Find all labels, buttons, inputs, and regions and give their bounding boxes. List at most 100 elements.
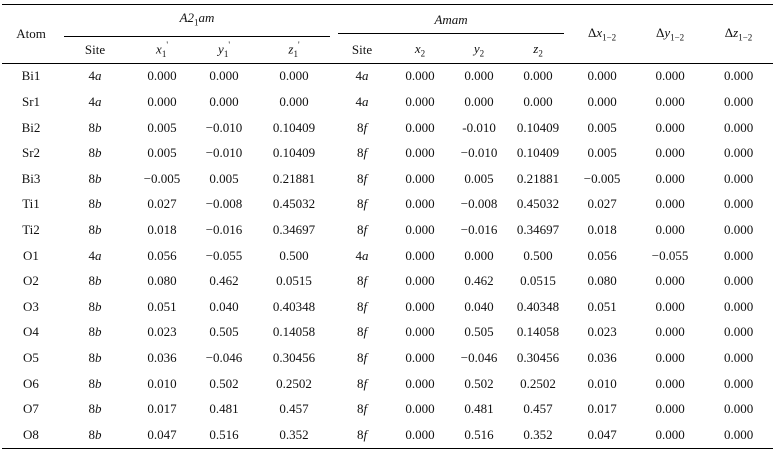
- cell-text: −0.046: [205, 349, 243, 365]
- col-header-y1: y1': [194, 36, 254, 64]
- cell-text: 0.502: [209, 375, 239, 391]
- cell-text: 8: [88, 349, 96, 365]
- cell-dy: 0.000: [636, 320, 704, 346]
- cell-site1: 8b: [60, 115, 130, 141]
- cell-y2: 0.040: [450, 294, 508, 320]
- table-row: O4 8b 0.023 0.505 0.14058 8f 0.000 0.505 0.14058…: [2, 320, 773, 346]
- col-header-dz: Δz1−2: [704, 4, 774, 64]
- cell-text: b: [95, 196, 102, 212]
- cell-z2: 0.457: [508, 396, 568, 422]
- cell-text: O5: [23, 349, 39, 365]
- cell-text: 0.40348: [516, 298, 560, 314]
- cell-dy: 0.000: [636, 140, 704, 166]
- cell-dx: 0.005: [568, 115, 636, 141]
- cell-dx: 0.010: [568, 371, 636, 397]
- cell-text: b: [95, 221, 102, 237]
- cell-x2: 0.000: [390, 63, 450, 89]
- cell-text: 0.2502: [520, 375, 556, 391]
- cell-text: -0.010: [462, 119, 496, 135]
- table-row: Bi1 4a 0.000 0.000 0.000 4a 0.000 0.000 0.000 0.0…: [2, 63, 773, 89]
- cell-text: 0.000: [405, 426, 435, 442]
- cell-text: 0.023: [587, 324, 617, 340]
- cell-text: 8: [88, 145, 96, 161]
- cell-x1: 0.036: [130, 345, 194, 371]
- cell-text: a: [362, 247, 369, 263]
- cell-x1: 0.018: [130, 217, 194, 243]
- cell-text: a: [95, 68, 102, 84]
- cell-dz: 0.000: [704, 345, 773, 371]
- cell-text: 8: [356, 298, 364, 314]
- cell-text: −0.046: [460, 349, 498, 365]
- col-header-z2: z2: [508, 36, 569, 64]
- cell-text: 0.462: [209, 273, 239, 289]
- col-header-site1: Site: [60, 36, 130, 64]
- cell-text: 0.000: [723, 426, 754, 442]
- cell-text: a: [95, 93, 102, 109]
- cell-x1: 0.017: [130, 396, 194, 422]
- cell-dx: 0.023: [568, 320, 636, 346]
- cell-y1: 0.502: [194, 371, 254, 397]
- cell-text: b: [95, 349, 102, 365]
- cell-y2: −0.008: [450, 192, 508, 218]
- cell-text: 4: [88, 68, 96, 84]
- cell-z1: 0.000: [254, 89, 334, 115]
- cell-text: 0.047: [147, 426, 177, 442]
- cell-y1: 0.000: [194, 89, 254, 115]
- cell-text: 0.000: [655, 375, 685, 391]
- cell-text: f: [363, 324, 368, 340]
- col-header-z1: z1': [254, 36, 335, 64]
- cell-x1: 0.080: [130, 268, 194, 294]
- cell-text: 0.500: [279, 247, 309, 263]
- cell-dx: 0.017: [568, 396, 636, 422]
- cell-y2: 0.000: [450, 89, 508, 115]
- cell-dz: 0.000: [704, 192, 773, 218]
- cell-text: 0.000: [723, 401, 754, 417]
- cell-text: 0.000: [723, 196, 754, 212]
- cell-dy: 0.000: [636, 268, 704, 294]
- cell-dx: 0.027: [568, 192, 636, 218]
- cell-z1: 0.21881: [254, 166, 334, 192]
- cell-text: 0.000: [655, 349, 685, 365]
- cell-atom: Sr2: [2, 140, 60, 166]
- cell-dz: 0.000: [704, 371, 773, 397]
- cell-text: 0.005: [464, 170, 494, 186]
- cell-atom: Bi1: [2, 63, 60, 89]
- cell-x1: −0.005: [130, 166, 194, 192]
- cell-dy: 0.000: [636, 294, 704, 320]
- cell-atom: O1: [2, 243, 60, 269]
- cell-text: 0.036: [587, 349, 617, 365]
- cell-dx: 0.000: [568, 63, 636, 89]
- cell-text: 0.000: [655, 324, 685, 340]
- cell-text: 0.000: [655, 93, 685, 109]
- cell-y1: −0.016: [194, 217, 254, 243]
- cell-text: 0.000: [464, 93, 494, 109]
- cell-text: 0.000: [405, 145, 435, 161]
- cell-text: 0.000: [655, 119, 685, 135]
- cell-text: 0.502: [464, 375, 494, 391]
- cell-site2: 8f: [334, 268, 390, 294]
- cell-x2: 0.000: [390, 371, 450, 397]
- cell-y1: 0.462: [194, 268, 254, 294]
- table-header: Atom A21am Amam Δx1−2 Δy1−2 Δz1−2 Site x…: [2, 3, 774, 64]
- cell-atom: O2: [2, 268, 60, 294]
- cell-text: 0.000: [723, 349, 754, 365]
- table-row: Sr2 8b 0.005 −0.010 0.10409 8f 0.000 −0.010 0.10…: [2, 140, 773, 166]
- cell-x2: 0.000: [390, 243, 450, 269]
- cell-z2: 0.2502: [508, 371, 568, 397]
- cell-text: 0.457: [279, 401, 309, 417]
- cell-text: 0.481: [464, 401, 494, 417]
- cell-text: 0.10409: [516, 145, 560, 161]
- cell-text: −0.005: [583, 170, 621, 186]
- col-header-x2: x2: [390, 36, 451, 64]
- cell-atom: Sr1: [2, 89, 60, 115]
- cell-dz: 0.000: [704, 166, 773, 192]
- cell-text: 0.34697: [272, 221, 316, 237]
- cell-text: 0.000: [587, 93, 617, 109]
- cell-dz: 0.000: [704, 115, 773, 141]
- cell-x2: 0.000: [390, 345, 450, 371]
- cell-y1: 0.516: [194, 421, 254, 449]
- cell-text: 0.000: [655, 68, 685, 84]
- cell-dz: 0.000: [704, 320, 773, 346]
- cell-text: 0.10409: [272, 119, 316, 135]
- cell-y1: −0.008: [194, 192, 254, 218]
